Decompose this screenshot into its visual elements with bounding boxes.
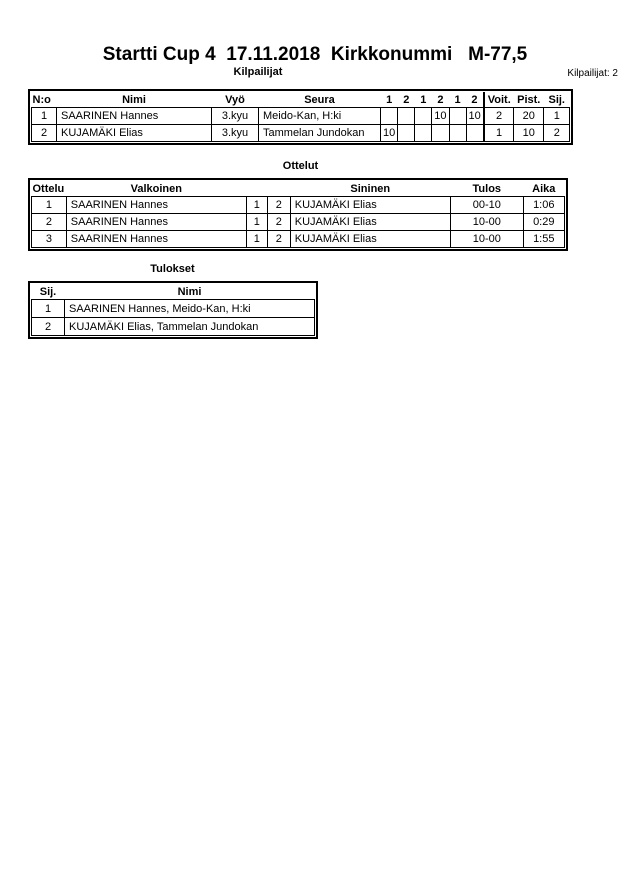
cell-pist: 10 — [513, 124, 545, 142]
cell-blue-no: 2 — [266, 213, 291, 231]
cell-rank: 2 — [31, 317, 65, 336]
competitors-count: Kilpailijat: 2 — [567, 68, 618, 79]
cell-vyo: 3.kyu — [211, 107, 259, 125]
col-header-sij: Sij. — [31, 284, 65, 300]
cell-aika: 0:29 — [522, 213, 565, 231]
cell-sij: 2 — [543, 124, 571, 142]
col-header-sininen: Sininen — [290, 181, 451, 197]
competitors-table-frame: N:o Nimi Vyö Seura 1 2 1 2 1 2 Voit. Pis… — [28, 89, 574, 145]
cell-score-5 — [448, 124, 467, 142]
cell-white-no: 1 — [245, 230, 268, 248]
col-header-blank-1 — [246, 181, 268, 197]
cell-score-2 — [397, 107, 416, 125]
cell-white-name: SAARINEN Hannes — [65, 196, 247, 214]
cell-score-1: 10 — [379, 124, 399, 142]
section-title-ottelut: Ottelut — [282, 160, 319, 172]
matches-table: Ottelu Valkoinen Sininen Tulos Aika 1 SA… — [31, 181, 565, 248]
results-table-frame: Sij. Nimi 1 SAARINEN Hannes, Meido-Kan, … — [28, 281, 318, 339]
result-row: 2 KUJAMÄKI Elias, Tammelan Jundokan — [31, 317, 315, 336]
col-header-sij: Sij. — [543, 92, 570, 108]
col-header-vyo: Vyö — [211, 92, 259, 108]
competitors-table: N:o Nimi Vyö Seura 1 2 1 2 1 2 Voit. Pis… — [31, 92, 571, 142]
cell-aika: 1:55 — [522, 230, 565, 248]
cell-tulos: 10-00 — [449, 213, 524, 231]
col-header-pist: Pist. — [513, 92, 544, 108]
cell-score-4 — [431, 124, 450, 142]
cell-white-name: SAARINEN Hannes — [65, 213, 247, 231]
cell-name-club: SAARINEN Hannes, Meido-Kan, H:ki — [64, 299, 315, 318]
cell-nimi: SAARINEN Hannes — [56, 107, 212, 125]
cell-score-6: 10 — [465, 107, 485, 125]
cell-score-1 — [379, 107, 399, 125]
cell-no: 2 — [31, 124, 57, 142]
cell-voit: 2 — [482, 107, 515, 125]
col-header-valkoinen: Valkoinen — [66, 181, 247, 197]
col-header-score-3: 1 — [414, 92, 432, 108]
cell-vyo: 3.kyu — [211, 124, 259, 142]
cell-nimi: KUJAMÄKI Elias — [56, 124, 212, 142]
cell-white-no: 1 — [245, 213, 268, 231]
cell-white-name: SAARINEN Hannes — [65, 230, 247, 248]
competitor-row: 2 KUJAMÄKI Elias 3.kyu Tammelan Jundokan… — [31, 124, 571, 142]
col-header-score-1: 1 — [380, 92, 398, 108]
cell-seura: Meido-Kan, H:ki — [258, 107, 381, 125]
page-title: Startti Cup 4 17.11.2018 Kirkkonummi M-7… — [102, 44, 528, 65]
cell-sij: 1 — [543, 107, 571, 125]
matches-table-frame: Ottelu Valkoinen Sininen Tulos Aika 1 SA… — [28, 178, 568, 251]
cell-blue-no: 2 — [266, 196, 291, 214]
cell-match-no: 2 — [31, 213, 67, 231]
cell-rank: 1 — [31, 299, 65, 318]
cell-no: 1 — [31, 107, 57, 125]
col-header-score-5: 1 — [449, 92, 466, 108]
col-header-nimi: Nimi — [64, 284, 315, 300]
cell-tulos: 10-00 — [449, 230, 524, 248]
col-header-tulos: Tulos — [450, 181, 524, 197]
competitors-header-row: N:o Nimi Vyö Seura 1 2 1 2 1 2 Voit. Pis… — [31, 92, 570, 108]
col-header-seura: Seura — [258, 92, 381, 108]
match-row: 1 SAARINEN Hannes 1 2 KUJAMÄKI Elias 00-… — [31, 196, 565, 214]
cell-blue-name: KUJAMÄKI Elias — [289, 196, 451, 214]
cell-white-no: 1 — [245, 196, 268, 214]
cell-voit: 1 — [482, 124, 515, 142]
col-header-ottelu: Ottelu — [31, 181, 67, 197]
col-header-aika: Aika — [523, 181, 565, 197]
competitor-row: 1 SAARINEN Hannes 3.kyu Meido-Kan, H:ki … — [31, 107, 571, 125]
result-row: 1 SAARINEN Hannes, Meido-Kan, H:ki — [31, 299, 315, 318]
col-header-score-2: 2 — [397, 92, 415, 108]
cell-blue-name: KUJAMÄKI Elias — [289, 213, 451, 231]
results-header-row: Sij. Nimi — [31, 284, 315, 300]
section-title-kilpailijat: Kilpailijat — [233, 66, 283, 78]
cell-score-6 — [465, 124, 485, 142]
col-header-score-6: 2 — [466, 92, 484, 108]
cell-score-5 — [448, 107, 467, 125]
cell-score-2 — [397, 124, 416, 142]
cell-blue-name: KUJAMÄKI Elias — [289, 230, 451, 248]
matches-header-row: Ottelu Valkoinen Sininen Tulos Aika — [31, 181, 565, 197]
cell-tulos: 00-10 — [449, 196, 524, 214]
match-row: 3 SAARINEN Hannes 1 2 KUJAMÄKI Elias 10-… — [31, 230, 565, 248]
cell-score-4: 10 — [431, 107, 450, 125]
cell-aika: 1:06 — [522, 196, 565, 214]
cell-match-no: 1 — [31, 196, 67, 214]
cell-blue-no: 2 — [266, 230, 291, 248]
col-header-nimi: Nimi — [56, 92, 212, 108]
cell-pist: 20 — [513, 107, 545, 125]
cell-score-3 — [414, 107, 433, 125]
col-header-blank-2 — [267, 181, 291, 197]
col-header-score-4: 2 — [431, 92, 449, 108]
col-header-no: N:o — [31, 92, 57, 108]
cell-seura: Tammelan Jundokan — [258, 124, 381, 142]
cell-name-club: KUJAMÄKI Elias, Tammelan Jundokan — [64, 317, 315, 336]
col-header-voit: Voit. — [482, 92, 514, 108]
section-title-tulokset: Tulokset — [150, 263, 195, 275]
match-row: 2 SAARINEN Hannes 1 2 KUJAMÄKI Elias 10-… — [31, 213, 565, 231]
results-table: Sij. Nimi 1 SAARINEN Hannes, Meido-Kan, … — [31, 284, 315, 336]
cell-match-no: 3 — [31, 230, 67, 248]
cell-score-3 — [414, 124, 433, 142]
